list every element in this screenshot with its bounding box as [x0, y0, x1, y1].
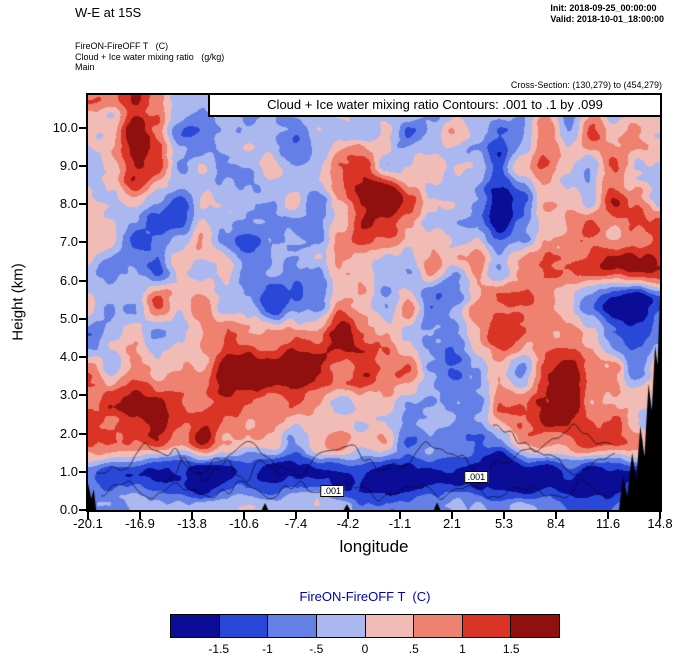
x-tick-label: 5.3 [494, 516, 514, 531]
x-tick-label: -1.1 [388, 516, 412, 531]
meta-grid-name: Main [75, 62, 95, 72]
colorbar-segment [413, 614, 463, 638]
contour-info-box: Cloud + Ice water mixing ratio Contours:… [208, 95, 660, 117]
contour-label: .001 [464, 471, 489, 484]
colorbar-segment [315, 614, 366, 638]
x-tick-mark [659, 512, 661, 519]
run-info: Init: 2018-09-25_00:00:00 Valid: 2018-10… [550, 3, 664, 25]
x-tick-mark [191, 512, 193, 519]
y-tick-mark [79, 279, 86, 282]
x-axis-label: longitude [339, 537, 409, 556]
colorbar-tick-label: -1.5 [208, 642, 230, 656]
x-tick-label: 2.1 [442, 516, 462, 531]
y-tick-mark [79, 470, 86, 473]
x-tick-label: -20.1 [73, 516, 103, 531]
colorbar-tick-label: 1.5 [502, 642, 520, 656]
x-tick-label: -13.8 [177, 516, 207, 531]
x-tick-mark [243, 512, 245, 519]
x-tick-label: -4.2 [336, 516, 360, 531]
field-meta: FireON-FireOFF T (C) Cloud + Ice water m… [75, 41, 224, 73]
x-tick-mark [347, 512, 349, 519]
y-tick-label: 1.0 [59, 463, 78, 479]
y-tick-mark [79, 126, 86, 129]
y-tick-label: 10.0 [52, 119, 78, 135]
x-tick-mark [295, 512, 297, 519]
y-tick-label: 2.0 [59, 425, 78, 441]
y-tick-label: 7.0 [59, 234, 78, 250]
colorbar-segment [218, 614, 269, 638]
x-tick-mark [87, 512, 89, 519]
cross-section-plot: Cloud + Ice water mixing ratio Contours:… [86, 93, 662, 512]
valid-timestamp: Valid: 2018-10-01_18:00:00 [550, 14, 664, 24]
filled-contour-canvas [88, 95, 660, 510]
colorbar-segment [510, 614, 560, 638]
y-tick-label: 6.0 [59, 272, 78, 288]
y-tick-label: 4.0 [59, 349, 78, 364]
colorbar-tick-label: 1 [459, 642, 466, 656]
colorbar-segment [364, 614, 415, 638]
x-tick-mark [399, 512, 401, 519]
y-tick-label: 3.0 [59, 387, 78, 403]
y-tick-mark [79, 164, 86, 167]
meta-fill-field: FireON-FireOFF T (C) [75, 41, 169, 51]
x-tick-label: -16.9 [125, 516, 155, 531]
colorbar-tick-label: .5 [408, 642, 419, 656]
x-tick-label: 11.6 [595, 516, 621, 531]
x-tick-label: -10.6 [229, 516, 259, 531]
x-tick-mark [503, 512, 505, 519]
colorbar [170, 614, 560, 638]
y-axis-label: Height (km) [9, 263, 27, 341]
contour-label: .001 [320, 484, 344, 497]
y-tick-label: 5.0 [59, 310, 78, 326]
init-timestamp: Init: 2018-09-25_00:00:00 [550, 3, 657, 13]
colorbar-title: FireON-FireOFF T (C) [299, 589, 431, 604]
colorbar-tick-label: -.5 [309, 642, 324, 656]
y-tick-label: 0.0 [59, 502, 78, 517]
y-tick-mark [79, 356, 86, 358]
y-tick-label: 8.0 [59, 196, 78, 211]
colorbar-segment [170, 614, 220, 638]
x-tick-label: -7.4 [284, 516, 308, 531]
y-tick-label: 9.0 [59, 157, 78, 173]
x-tick-mark [451, 512, 453, 519]
y-tick-mark [79, 317, 86, 320]
cross-section-label: Cross-Section: (130,279) to (454,279) [510, 80, 662, 90]
colorbar-tick-label: 0 [361, 642, 369, 656]
y-tick-mark [79, 394, 86, 397]
colorbar-tick-label: -1 [262, 642, 273, 656]
x-tick-label: 14.8 [647, 516, 673, 531]
x-tick-mark [139, 512, 141, 519]
colorbar-segment [461, 614, 512, 638]
page-title: W-E at 15S [75, 5, 142, 20]
y-tick-mark [79, 203, 86, 205]
y-tick-mark [79, 241, 86, 244]
y-tick-mark [79, 509, 86, 511]
x-tick-label: 8.4 [546, 516, 566, 531]
x-tick-mark [555, 512, 557, 519]
y-tick-mark [79, 432, 86, 435]
x-tick-mark [607, 512, 609, 519]
meta-contour-field: Cloud + Ice water mixing ratio (g/kg) [75, 51, 225, 62]
colorbar-segment [267, 614, 317, 638]
